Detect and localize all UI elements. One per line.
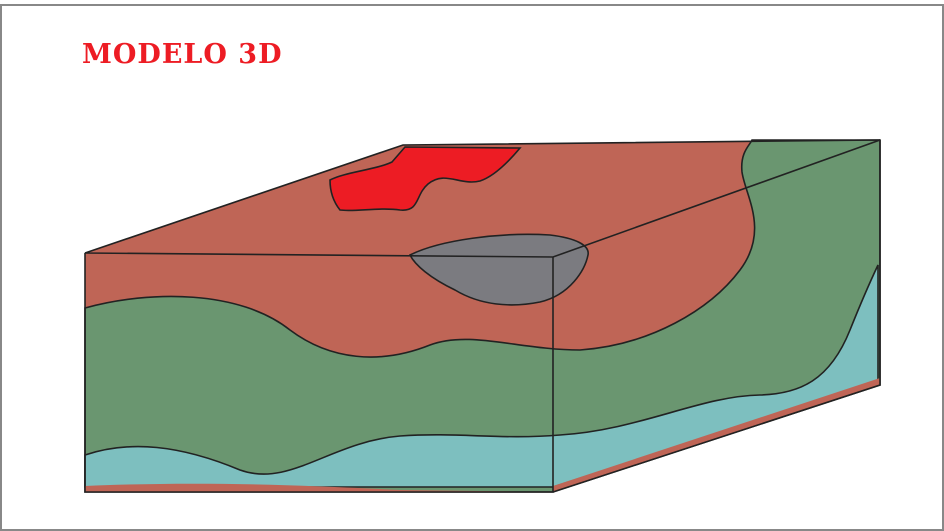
- cyan-layer: [84, 264, 879, 488]
- red-body: [329, 146, 522, 212]
- gray-lens: [408, 233, 589, 306]
- bottom-strip: [85, 483, 553, 492]
- front-face-edge: [84, 253, 554, 493]
- green-layer: [84, 139, 881, 493]
- right-face-edge: [552, 140, 881, 493]
- title: MODELO 3D: [82, 39, 283, 70]
- block-model: [84, 139, 881, 493]
- bottom-strip-right: [553, 378, 880, 492]
